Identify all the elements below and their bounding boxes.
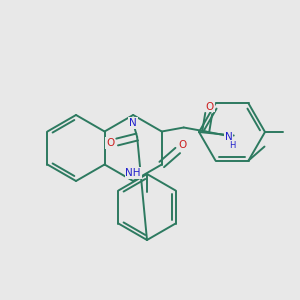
Text: O: O bbox=[206, 101, 214, 112]
Text: O: O bbox=[106, 138, 114, 148]
Text: NH: NH bbox=[125, 168, 141, 178]
Text: N: N bbox=[129, 118, 137, 128]
Text: H: H bbox=[230, 141, 236, 150]
Text: N: N bbox=[225, 133, 232, 142]
Text: O: O bbox=[178, 140, 187, 151]
